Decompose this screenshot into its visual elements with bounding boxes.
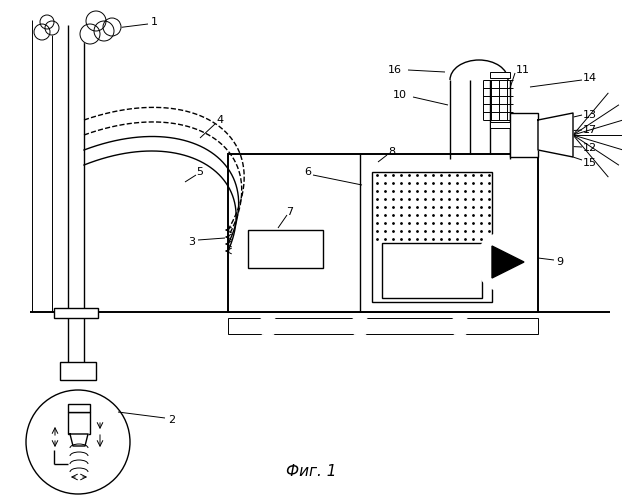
Text: 14: 14 <box>583 73 597 83</box>
Bar <box>228 154 538 312</box>
Bar <box>382 243 482 298</box>
Bar <box>54 308 98 318</box>
Text: 2: 2 <box>169 415 175 425</box>
Bar <box>248 230 323 268</box>
Bar <box>372 172 492 302</box>
Bar <box>228 318 538 334</box>
Circle shape <box>258 316 278 336</box>
Text: 6: 6 <box>305 167 312 177</box>
Bar <box>510 113 538 157</box>
Circle shape <box>103 18 121 36</box>
Bar <box>68 412 90 434</box>
Text: 3: 3 <box>188 237 195 247</box>
Circle shape <box>80 24 100 44</box>
Circle shape <box>45 21 59 35</box>
Text: 15: 15 <box>583 158 597 168</box>
Circle shape <box>94 21 114 41</box>
Text: 13: 13 <box>583 110 597 120</box>
Text: 7: 7 <box>287 207 294 217</box>
Circle shape <box>450 316 470 336</box>
Text: 1: 1 <box>151 17 157 27</box>
Text: 5: 5 <box>197 167 203 177</box>
Polygon shape <box>70 434 88 446</box>
Circle shape <box>86 11 106 31</box>
Text: 4: 4 <box>216 115 223 125</box>
Text: 11: 11 <box>516 65 530 75</box>
Circle shape <box>40 15 54 29</box>
Text: 10: 10 <box>393 90 407 100</box>
Text: 16: 16 <box>388 65 402 75</box>
Circle shape <box>26 390 130 494</box>
Text: 17: 17 <box>583 125 597 135</box>
Bar <box>490 72 510 78</box>
Circle shape <box>350 316 370 336</box>
Text: 8: 8 <box>388 147 396 157</box>
Circle shape <box>34 24 50 40</box>
Text: 9: 9 <box>557 257 564 267</box>
Bar <box>68 404 90 412</box>
Text: Фиг. 1: Фиг. 1 <box>285 464 337 479</box>
Polygon shape <box>538 113 573 157</box>
Bar <box>60 362 96 380</box>
Text: 12: 12 <box>583 143 597 153</box>
Polygon shape <box>492 246 524 278</box>
Bar <box>490 122 510 128</box>
Circle shape <box>476 232 536 292</box>
